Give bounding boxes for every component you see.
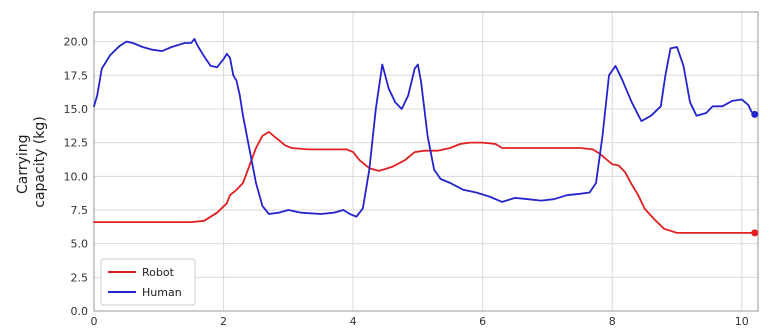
series-end-point-robot xyxy=(751,229,759,237)
x-tick-label: 6 xyxy=(479,315,486,328)
series-line-human xyxy=(93,38,756,218)
y-tick-label: 17.5 xyxy=(64,69,89,82)
x-tick-label: 8 xyxy=(609,315,616,328)
x-axis: 0 2 4 6 8 10 xyxy=(91,315,749,328)
legend-label-human: Human xyxy=(142,286,182,299)
x-tick-label: 4 xyxy=(350,315,357,328)
y-axis-label-line-2: capacity (kg) xyxy=(32,116,48,207)
y-axis: 0.0 2.5 5.0 7.5 10.0 12.5 15.0 17.5 20.0 xyxy=(64,36,89,318)
y-axis-label-line-1: Carrying xyxy=(15,134,31,194)
legend-box xyxy=(100,258,196,306)
series-end-point-human xyxy=(751,110,759,118)
x-tick-label: 10 xyxy=(735,315,749,328)
series-line-robot xyxy=(93,131,756,234)
grid-lines xyxy=(93,12,758,312)
series-layer xyxy=(93,38,759,237)
y-tick-label: 5.0 xyxy=(71,238,89,251)
y-tick-label: 0.0 xyxy=(71,305,89,318)
y-tick-label: 15.0 xyxy=(64,103,89,116)
x-tick-label: 2 xyxy=(220,315,227,328)
y-tick-label: 12.5 xyxy=(64,137,89,150)
x-tick-label: 0 xyxy=(91,315,98,328)
y-tick-label: 10.0 xyxy=(64,170,89,183)
legend-label-robot: Robot xyxy=(142,266,175,279)
y-tick-label: 2.5 xyxy=(71,271,89,284)
plot-frame xyxy=(93,11,759,312)
y-axis-label: Carrying capacity (kg) xyxy=(15,116,48,207)
y-tick-label: 7.5 xyxy=(71,204,89,217)
y-tick-label: 20.0 xyxy=(64,36,89,49)
legend: Robot Human xyxy=(100,258,196,306)
